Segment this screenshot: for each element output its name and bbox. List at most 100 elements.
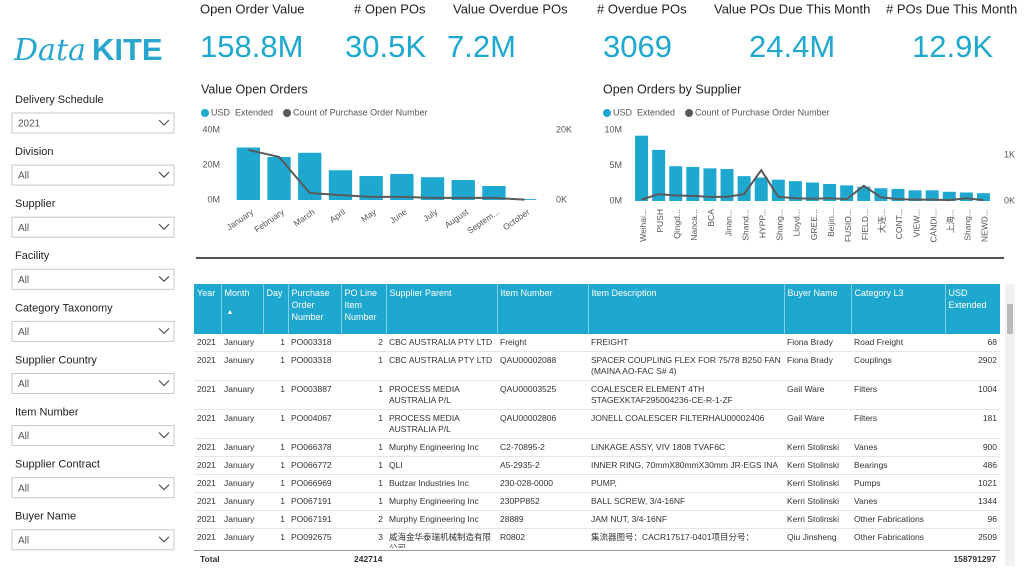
table-cell: INNER RING, 70mmX80mmX30mm JR-EGS INA (588, 456, 784, 475)
table-cell: PUMP, (588, 474, 784, 493)
x-tick-label: October (501, 207, 532, 233)
bar (328, 170, 353, 200)
table-cell: Vanes (851, 492, 945, 511)
table-cell: R0802 (497, 528, 588, 548)
chart-title: Open Orders by Supplier (603, 82, 741, 96)
table-cell: PO003318 (288, 334, 341, 352)
table-cell: 2021 (194, 380, 221, 410)
scroll-thumb[interactable] (1007, 304, 1013, 334)
column-header: Category L3 (851, 284, 946, 334)
filter-value: All (18, 535, 29, 546)
filter-label: Delivery Schedule (15, 94, 104, 106)
total-usd: 158791297 (953, 554, 996, 564)
table-row: 2021 January 1 PO003318 1 CBC AUSTRALIA PTY L… (194, 351, 1000, 381)
table-row: 2021 January 1 PO066969 1 Budzar Industries I… (194, 474, 1000, 493)
table-cell: Gail Ware (784, 380, 851, 410)
chevron (158, 380, 170, 387)
table-cell: PO003318 (288, 351, 341, 381)
bar (857, 186, 871, 201)
x-tick-label: CANDI... (928, 209, 938, 243)
table-cell: QAU00002088 (497, 351, 588, 381)
x-tick-label: Shand... (740, 209, 750, 241)
filter-dropdown[interactable] (11, 216, 175, 238)
table-cell: Vanes (851, 438, 945, 457)
y-tick-label: 10M (604, 124, 622, 134)
legend-label: USD Extended (211, 107, 273, 117)
legend-label: USD Extended (613, 107, 675, 117)
bar (942, 191, 956, 201)
table-cell: C2-70895-2 (497, 438, 588, 457)
kpi-value: 3069 (603, 29, 672, 64)
kpi-label: # POs Due This Month (886, 1, 1017, 16)
chevron (158, 484, 170, 491)
table-container: Year Month ▲ Day Purchase Order Number PO Lin… (194, 284, 1000, 548)
filter-dropdown[interactable] (11, 164, 175, 186)
filter-dropdown[interactable] (11, 373, 175, 394)
x-tick-label: Shang... (963, 209, 973, 241)
table-cell: 230-028-0000 (497, 474, 588, 493)
table-row: 2021 January 1 PO066378 1 Murphy Engineering … (194, 438, 1000, 457)
table-cell: FREIGHT (588, 334, 784, 352)
filter-label: Item Number (15, 407, 79, 419)
table-cell: Couplings (851, 351, 945, 381)
table-cell: Bearings (851, 456, 945, 475)
table-cell: January (221, 334, 263, 352)
table-cell: SPACER COUPLING FLEX FOR 75/78 B250 FAN … (588, 351, 784, 381)
bar (908, 190, 922, 201)
bar (959, 192, 973, 201)
column-header: Item Number (497, 284, 589, 334)
dashboard-top: Data KITE Open Order Value 158.8M # Open P… (13, 1, 1017, 259)
table-cell: 威海金华泰瑞机械制造有限公司 (386, 528, 497, 548)
y-tick-label: 40M (202, 124, 220, 134)
table-cell: 181 (945, 409, 1000, 439)
table-cell: 1 (341, 456, 386, 475)
table-cell: 1021 (945, 474, 1000, 493)
table-cell: 1 (263, 438, 288, 457)
count-line (248, 148, 525, 201)
filter-dropdown[interactable] (11, 320, 175, 342)
y-tick-label: 20M (202, 159, 220, 169)
y2-tick-label: 0K (1004, 195, 1015, 205)
table-cell: QLI (386, 456, 497, 475)
table-cell: 1 (341, 409, 386, 439)
table-cell: PO066378 (288, 438, 341, 457)
table-cell: 1004 (945, 380, 1000, 410)
table-cell: PO066772 (288, 456, 341, 475)
table-cell: COALESCER ELEMENT 4TH STAGEXKTAF29500423… (588, 380, 784, 410)
table-cell: Road Freight (851, 334, 945, 352)
header-row: Year Month ▲ Day Purchase Order Number PO Lin… (194, 284, 1000, 334)
filter-value: All (18, 275, 29, 286)
kpi-label: Value Overdue POs (453, 1, 568, 16)
total-po-lines: 242714 (354, 554, 383, 564)
kpi-value: 12.9K (912, 29, 993, 64)
chevron (158, 275, 170, 283)
x-tick-label: Weihai... (638, 209, 648, 242)
filter-dropdown[interactable] (11, 477, 175, 499)
filter-value: 2021 (18, 119, 41, 130)
data-table: Year Month ▲ Day Purchase Order Number PO Lin… (194, 284, 1000, 548)
table-cell: QAU00003525 (497, 380, 588, 410)
table-cell: 1 (263, 409, 288, 439)
table-cell: Kerri Stolinski (784, 474, 851, 493)
column-header: PO Line Item Number (341, 284, 387, 334)
chevron (158, 171, 170, 178)
kpi-label: # Open POs (354, 1, 426, 16)
filter-dropdown[interactable] (11, 425, 175, 447)
filter-dropdown[interactable] (11, 112, 175, 134)
x-tick-label: Shang... (775, 209, 785, 241)
filter-value: All (18, 171, 29, 182)
table-cell: Freight (497, 334, 588, 352)
table-cell: JONELL COALESCER FILTERHAU00002406 (588, 409, 784, 439)
filter-dropdown[interactable] (11, 268, 175, 290)
table-row: 2021 January 1 PO004067 1 PROCESS MEDIA AUSTR… (194, 409, 1000, 439)
filter-label: Supplier (15, 198, 56, 210)
table-cell: 1344 (945, 492, 1000, 511)
chevron (158, 536, 170, 543)
table-cell: 1 (263, 528, 288, 548)
scrollbar[interactable] (1005, 284, 1015, 566)
table-cell: 96 (945, 510, 1000, 529)
column-header: Year (194, 284, 222, 334)
filter-dropdown[interactable] (11, 529, 175, 551)
table-cell: Budzar Industries Inc (386, 474, 497, 493)
